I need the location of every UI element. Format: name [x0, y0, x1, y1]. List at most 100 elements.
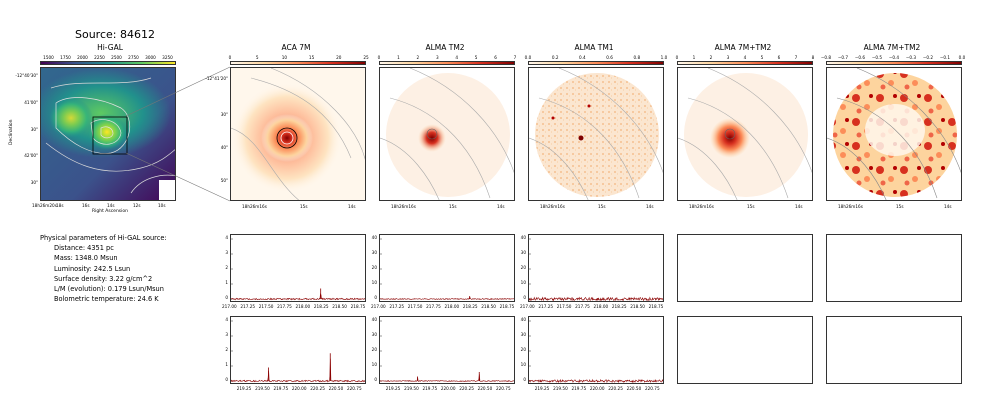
spectrum-xtick: 220.00	[589, 386, 605, 391]
spectrum-xtick: 218.75	[350, 304, 366, 309]
aca-ytick: 50"	[220, 178, 228, 183]
colorbar-tick: 1	[397, 55, 400, 60]
colorbar-tick: 2	[709, 55, 713, 60]
aca-ytick: 30"	[220, 112, 228, 117]
higal-map	[40, 67, 176, 201]
spectrum-ytick: 4	[225, 235, 228, 240]
spectrum-row1-tm1	[528, 234, 664, 302]
colorbar-tm1	[528, 61, 664, 65]
higal-xtick: 10s	[158, 203, 166, 208]
colorbar-tick: −0.5	[871, 55, 883, 60]
spectrum-row2-tm1	[528, 316, 664, 384]
spectrum-ytick: 30	[371, 250, 377, 255]
spectrum-xtick: 220.75	[495, 386, 511, 391]
spectrum-xtick: 218.00	[444, 304, 460, 309]
spectrum-ytick: 1	[225, 362, 228, 367]
spectrum-plot	[231, 320, 365, 383]
spectrum-plot	[231, 238, 365, 301]
spectrum-xtick: 220.75	[644, 386, 660, 391]
spectrum-plot	[380, 320, 514, 382]
colorbar-tick: 0	[228, 55, 232, 60]
higal-ytick: 30"	[30, 180, 38, 185]
colorbar-tick: 1750	[60, 55, 71, 60]
colorbar-tick: −0.8	[820, 55, 832, 60]
spectrum-xtick: 218.75	[648, 304, 664, 309]
colorbar-tick: 0.0	[524, 55, 532, 60]
spectrum-xtick: 217.00	[520, 304, 535, 309]
spectrum-ytick: 2	[225, 265, 228, 270]
aca-ytick: -12°41'20"	[205, 76, 228, 81]
spectrum-plot	[380, 238, 514, 300]
colorbar-tick: 2250	[94, 55, 105, 60]
aca-7m-map	[230, 67, 366, 201]
spectrum-ytick: 1	[225, 280, 228, 285]
spectrum-row1-aca	[230, 234, 366, 302]
colorbar-tick: 6	[777, 55, 781, 60]
spectrum-xtick: 217.00	[371, 304, 386, 309]
colorbar-tick: 0.4	[579, 55, 586, 60]
higal-ytick: 42'00"	[24, 153, 38, 158]
colorbar-tick: 25	[363, 55, 369, 60]
spectrum-xtick: 217.25	[240, 304, 256, 309]
spectrum-ytick: 0	[225, 295, 228, 300]
colorbar-aca	[230, 61, 366, 65]
colorbar-tick: 7	[794, 55, 798, 60]
spectrum-ytick: 3	[225, 250, 228, 255]
panel-title-tm1: ALMA TM1	[574, 43, 614, 52]
colorbar-tick: 8	[811, 55, 815, 60]
spectrum-ytick: 30	[520, 250, 526, 255]
colorbar-tick: 0.0	[958, 55, 966, 60]
colorbar-tick: 0.6	[606, 55, 613, 60]
spectrum-xtick: 219.75	[571, 386, 587, 391]
colorbar-tick: 5	[760, 55, 764, 60]
colorbar-tick: 0.8	[633, 55, 641, 60]
map-xtick: 18h26m16s	[242, 204, 267, 209]
spectrum-xtick: 217.75	[575, 304, 590, 309]
colorbar-tick: 4	[455, 55, 459, 60]
higal-ytick: 41'00"	[24, 100, 38, 105]
map-xtick: 14s	[348, 204, 356, 209]
map-xtick: 14s	[646, 204, 654, 209]
param-luminosity: Luminosity: 242.5 Lsun	[54, 264, 131, 273]
spectrum-xtick: 218.00	[593, 304, 609, 309]
spectrum-row1-empty-1	[677, 234, 813, 302]
spectrum-ytick: 40	[520, 317, 526, 322]
spectrum-xtick: 219.50	[553, 386, 568, 391]
colorbar-tick: −0.4	[888, 55, 900, 60]
spectrum-ytick: 40	[371, 235, 377, 240]
spectrum-xtick: 217.75	[426, 304, 441, 309]
spectrum-xtick: 219.75	[273, 386, 289, 391]
colorbar-tick: 7	[513, 55, 517, 60]
map-xtick: 15s	[598, 204, 606, 209]
higal-xlabel: Right Ascension	[92, 209, 128, 214]
alma-7m-tm2-diff-map	[826, 67, 962, 201]
spectrum-line	[231, 293, 365, 301]
spectrum-plot	[529, 320, 663, 383]
spectrum-ytick: 40	[371, 317, 377, 322]
spectrum-ytick: 10	[371, 362, 377, 367]
spectrum-row2-tm2	[379, 316, 515, 384]
spectrum-xtick: 219.75	[422, 386, 438, 391]
spectrum-xtick: 219.25	[385, 386, 401, 391]
colorbar-tick: 6	[494, 55, 497, 60]
spectrum-xtick: 217.50	[258, 304, 274, 309]
colorbar-higal	[40, 61, 176, 65]
spectrum-plot	[529, 238, 663, 301]
colorbar-tick: 1	[692, 55, 696, 60]
colorbar-tick: −0.3	[905, 55, 917, 60]
spectrum-ytick: 0	[374, 377, 377, 382]
param-bolometric-temperature: Bolometric temperature: 24.6 K	[54, 295, 159, 304]
colorbar-tick: 1500	[43, 55, 54, 60]
spectrum-ytick: 2	[225, 347, 228, 352]
physical-parameters: Physical parameters of Hi-GAL source: Di…	[40, 233, 167, 304]
map-xtick: 15s	[747, 204, 755, 209]
spectrum-xtick: 220.00	[440, 386, 456, 391]
alma-tm2-map	[379, 67, 515, 201]
colorbar-tick: 3	[726, 55, 730, 60]
spectrum-xtick: 220.25	[608, 386, 623, 391]
colorbar-tick: −0.1	[939, 55, 951, 60]
colorbar-tick: −0.7	[837, 55, 849, 60]
spectrum-xtick: 220.50	[477, 386, 493, 391]
spectrum-xtick: 220.50	[328, 386, 344, 391]
